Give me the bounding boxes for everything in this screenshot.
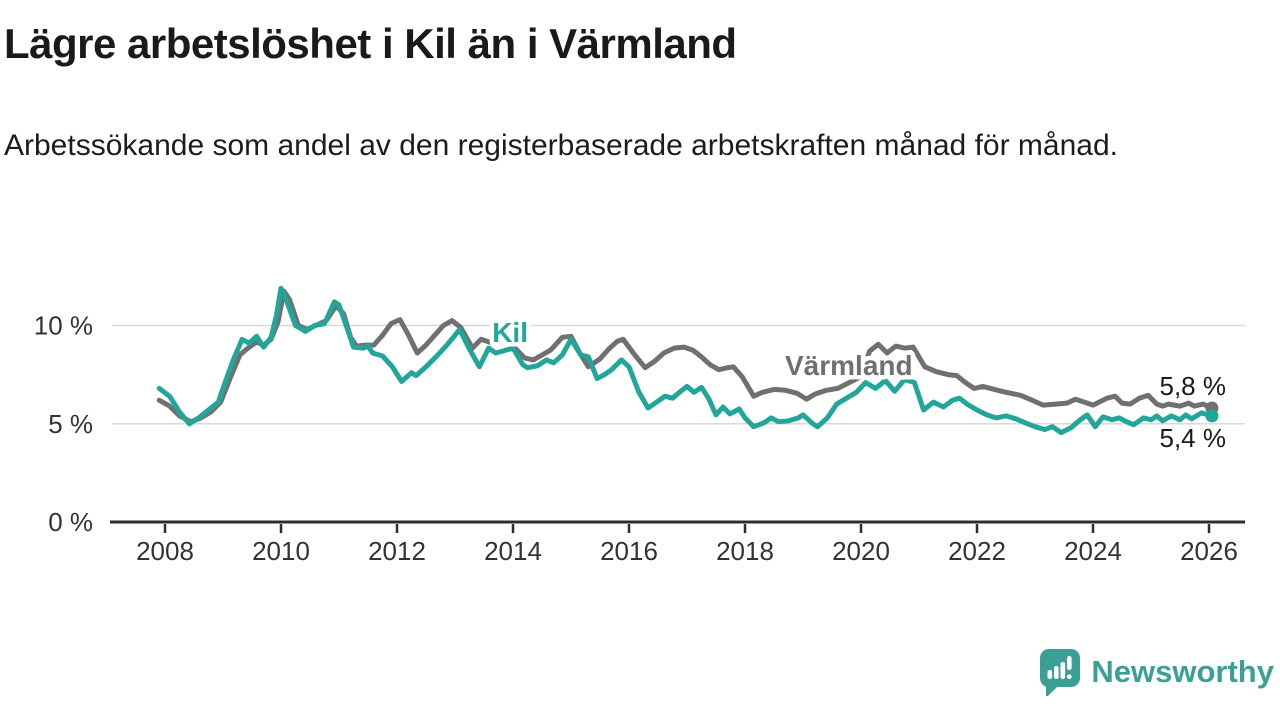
- x-tick-label: 2016: [600, 536, 658, 566]
- x-tick-label: 2012: [368, 536, 426, 566]
- page-title: Lägre arbetslöshet i Kil än i Värmland: [4, 20, 737, 67]
- kil-series-label: Kil: [492, 317, 528, 348]
- y-tick-label: 10 %: [34, 311, 93, 341]
- newsworthy-logo[interactable]: Newsworthy: [1040, 648, 1274, 697]
- kil-end-dot: [1205, 409, 1219, 423]
- x-tick-label: 2022: [948, 536, 1006, 566]
- logo-bubble-shape: [1040, 649, 1081, 697]
- newsworthy-logo-icon: [1040, 648, 1081, 697]
- x-tick-label: 2020: [832, 536, 890, 566]
- chart-subtitle: Arbetssökande som andel av den registerb…: [4, 129, 1118, 162]
- x-tick-label: 2024: [1064, 536, 1122, 566]
- x-tick-label: 2018: [716, 536, 774, 566]
- x-tick-label: 2014: [484, 536, 542, 566]
- y-tick-label: 5 %: [48, 409, 93, 439]
- x-tick-label: 2010: [252, 536, 310, 566]
- x-tick-label: 2026: [1180, 536, 1238, 566]
- vrmland-line: [156, 288, 1215, 425]
- kil-line: [156, 285, 1215, 436]
- y-tick-label: 0 %: [48, 507, 93, 537]
- vrmland-end-value-label: 5,8 %: [1160, 371, 1227, 401]
- x-tick-label: 2008: [136, 536, 194, 566]
- newsworthy-brand-text: Newsworthy: [1091, 654, 1274, 689]
- kil-end-value-label: 5,4 %: [1160, 423, 1227, 453]
- vrmland-series-label: Värmland: [785, 350, 913, 381]
